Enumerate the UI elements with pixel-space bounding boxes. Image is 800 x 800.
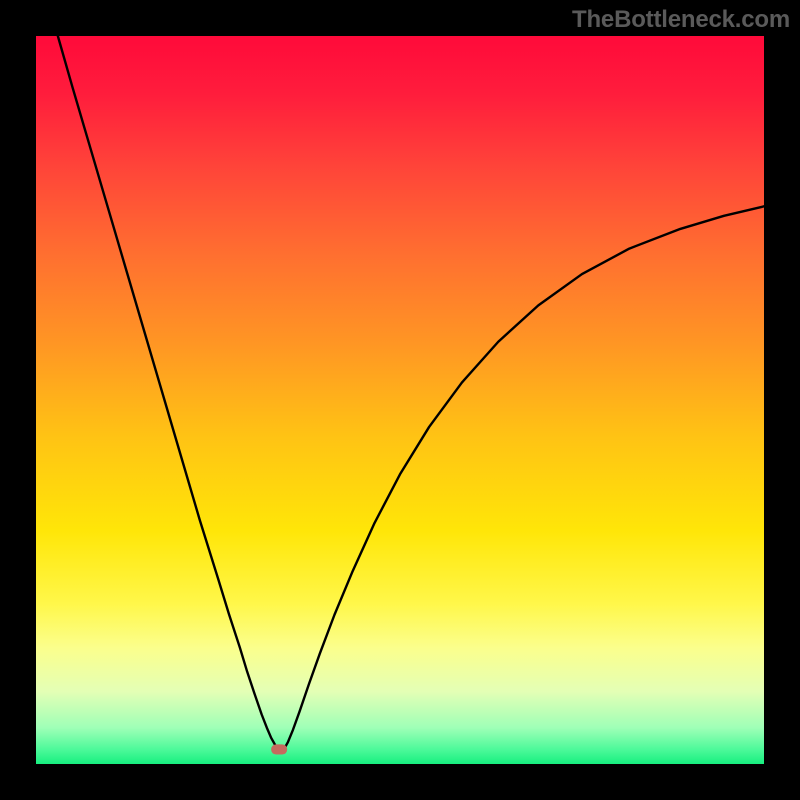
- minimum-marker: [271, 744, 287, 754]
- bottleneck-chart: [0, 0, 800, 800]
- chart-container: TheBottleneck.com: [0, 0, 800, 800]
- plot-background: [36, 36, 764, 764]
- watermark-text: TheBottleneck.com: [572, 6, 790, 34]
